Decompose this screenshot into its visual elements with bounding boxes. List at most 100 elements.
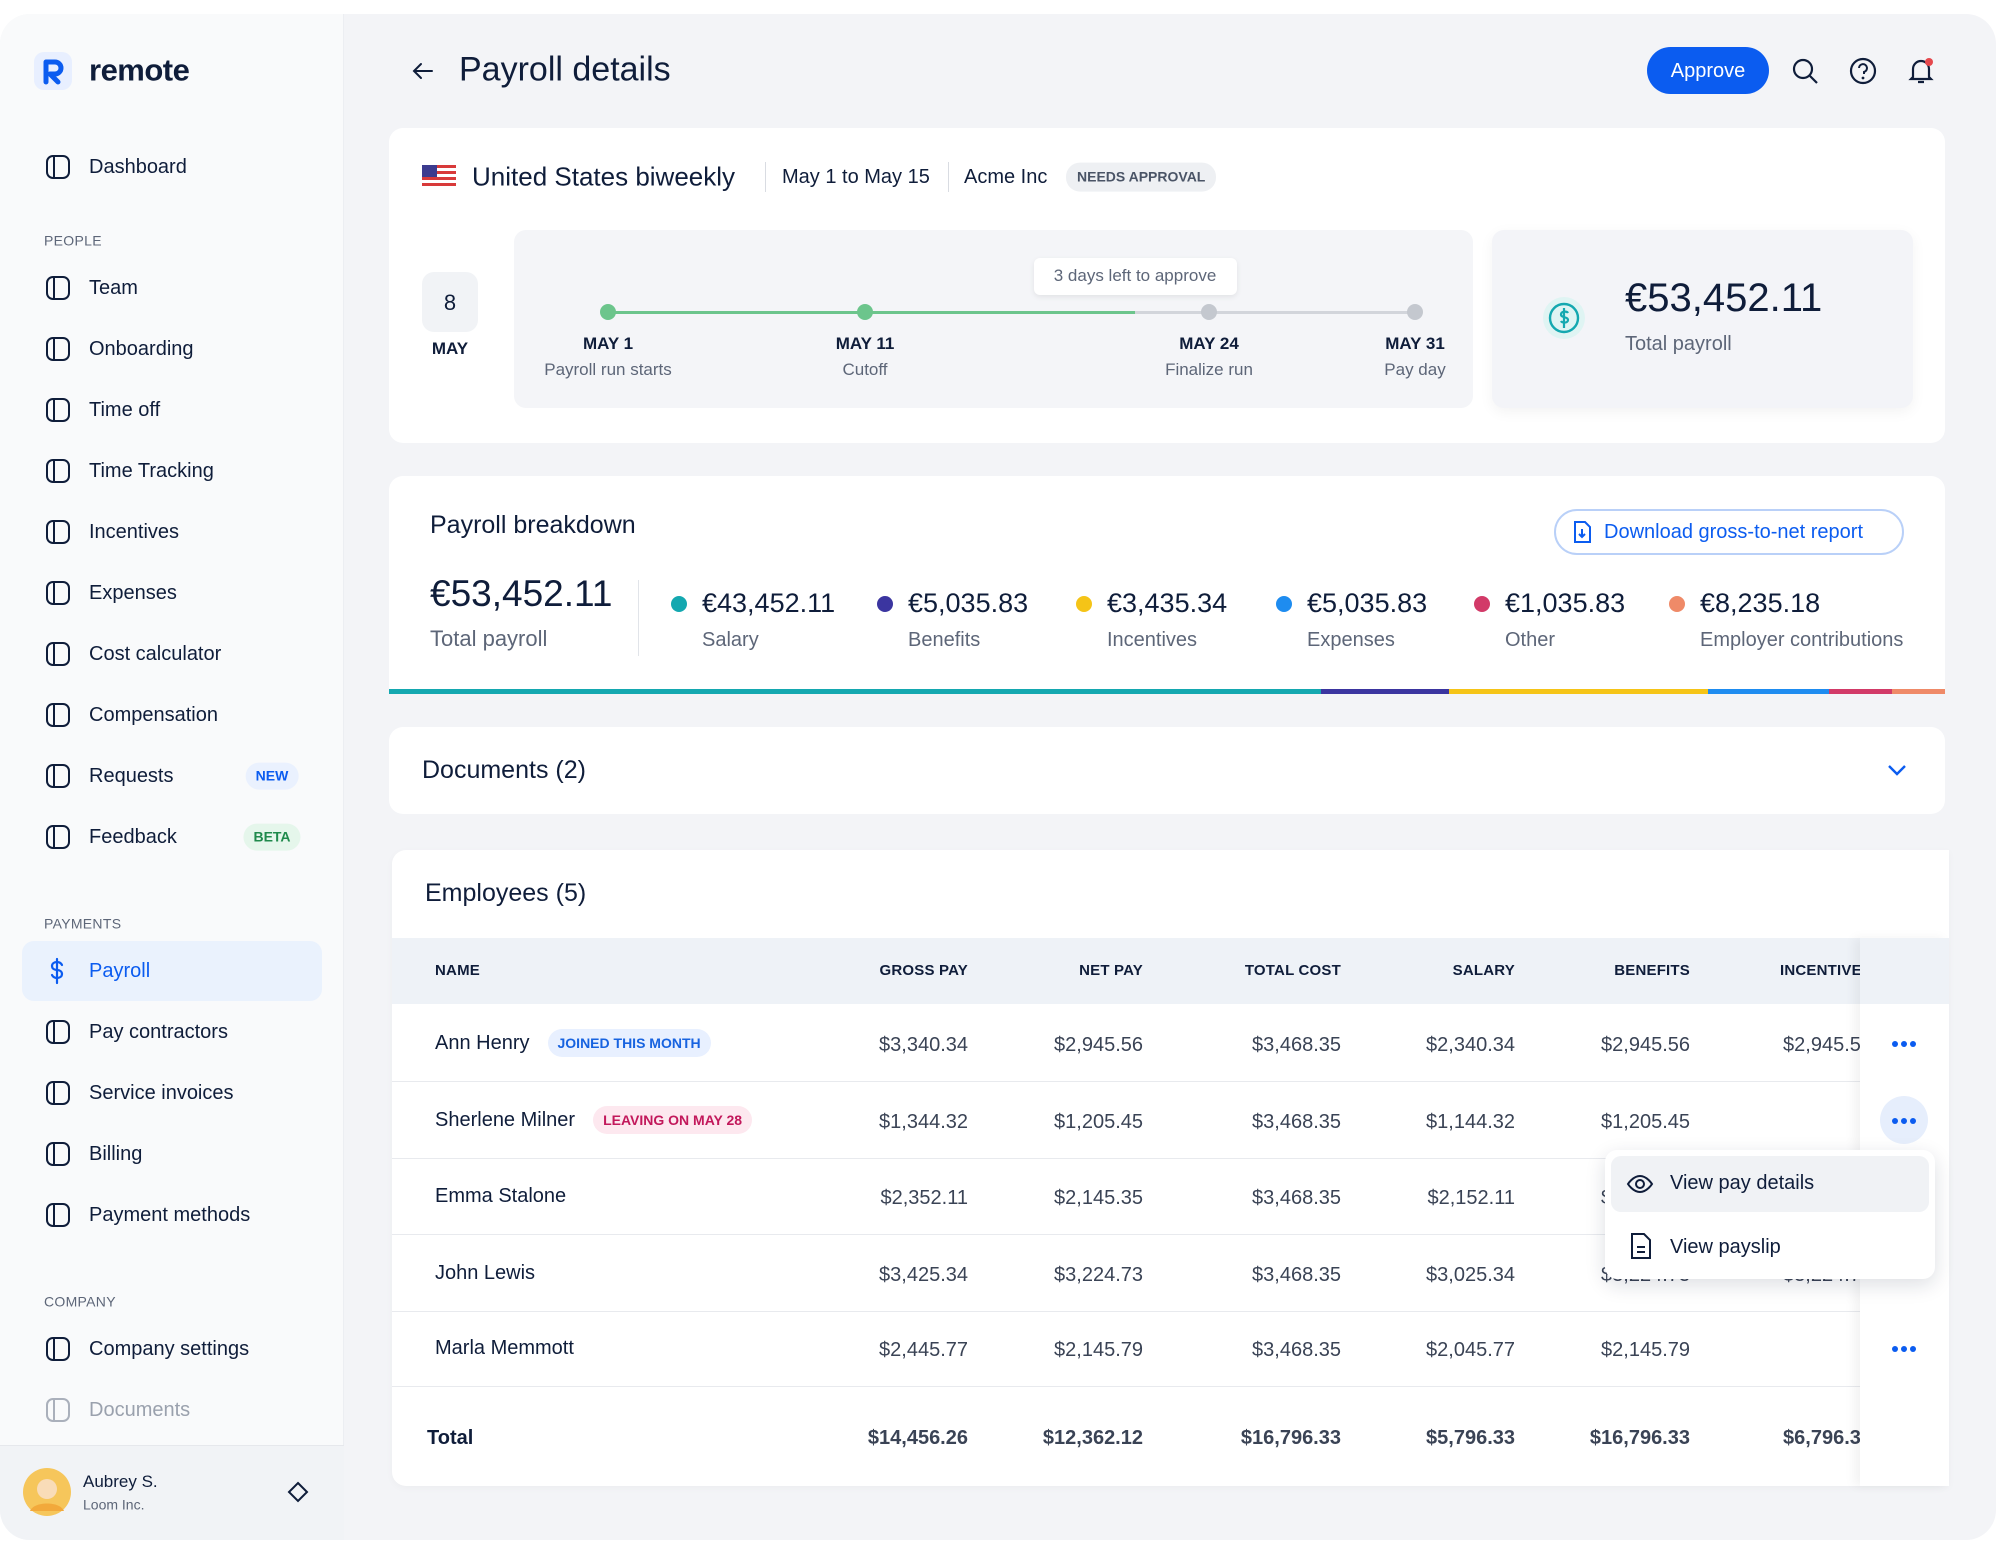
nav-item[interactable]: Cost calculator <box>89 643 222 665</box>
icon-svg <box>1792 58 1818 84</box>
section-title: PEOPLE <box>44 232 102 249</box>
nav-icon <box>44 640 72 668</box>
employee-name[interactable]: Sherlene Milner <box>435 1108 576 1131</box>
milestone-date: MAY 24 <box>1179 333 1239 353</box>
employee-name[interactable]: Ann Henry <box>435 1031 530 1054</box>
nav-item[interactable]: Incentives <box>89 521 180 543</box>
icon-svg <box>46 703 70 727</box>
breakdown-amount: €5,035.83 <box>1307 587 1428 618</box>
switch-icon <box>286 1480 310 1504</box>
approve-label[interactable]: Approve <box>1670 60 1746 82</box>
table-cell: $2,945.56 <box>1054 1034 1143 1056</box>
nav-item[interactable]: Time Tracking <box>89 460 214 482</box>
app: remote Dashboard PEOPLE Team Onboarding Time … <box>0 14 1996 1540</box>
row-divider <box>392 1386 1949 1387</box>
breakdown-label: Other <box>1505 629 1556 651</box>
tooltip-text: 3 days left to approve <box>1053 265 1217 285</box>
employee-name[interactable]: John Lewis <box>435 1261 536 1284</box>
icon-svg <box>1908 58 1934 84</box>
menu-item[interactable]: View pay details <box>1670 1172 1815 1194</box>
divider <box>638 580 639 656</box>
icon-svg <box>23 1468 71 1516</box>
nav-item[interactable]: Pay contractors <box>89 1021 228 1043</box>
breakdown-label: Expenses <box>1307 629 1395 651</box>
nav-item[interactable]: Payroll <box>89 960 151 982</box>
nav-item[interactable]: Time off <box>89 399 161 421</box>
employee-name[interactable]: Marla Memmott <box>435 1336 574 1359</box>
nav-item[interactable]: Team <box>89 277 138 299</box>
dollar-icon <box>1542 296 1586 340</box>
menu-icon <box>1626 1170 1654 1198</box>
download-button[interactable] <box>1554 509 1904 555</box>
nav-item[interactable]: Company settings <box>89 1338 250 1360</box>
nav-icon <box>44 518 72 546</box>
total-amount: €53,452.11 <box>1625 276 1823 320</box>
legend-dot <box>1474 596 1490 612</box>
breakdown-bar-segment <box>1708 689 1829 694</box>
breakdown-card <box>389 476 1945 693</box>
company: Acme Inc <box>964 166 1048 188</box>
nav-icon <box>44 823 72 851</box>
legend-dot <box>1076 596 1092 612</box>
column-header: SALARY <box>1452 962 1515 979</box>
table-cell: $2,352.11 <box>880 1187 969 1209</box>
breakdown-bar-segment <box>1321 689 1449 694</box>
column-header: GROSS PAY <box>879 962 968 979</box>
icon-svg <box>46 1398 70 1422</box>
actions-header <box>1860 938 1949 1004</box>
column-header: NAME <box>435 962 480 979</box>
menu-item[interactable]: View payslip <box>1670 1236 1781 1258</box>
row-actions-button <box>1890 1114 1918 1126</box>
row-divider <box>392 1158 1949 1159</box>
employees-title: Employees (5) <box>425 879 587 907</box>
breakdown-bar-segment <box>389 689 1321 694</box>
icon-svg <box>46 459 70 483</box>
total-cell: $6,796.33 <box>1783 1427 1872 1449</box>
download-label[interactable]: Download gross-to-net report <box>1604 521 1864 543</box>
table-cell: $3,425.34 <box>879 1264 968 1286</box>
calendar-month: MAY <box>431 338 469 358</box>
table-cell: $2,145.79 <box>1601 1339 1690 1361</box>
total-cell: $16,796.33 <box>1589 1427 1690 1449</box>
approve-button[interactable] <box>1647 47 1769 94</box>
breakdown-total-label: Total payroll <box>430 625 548 651</box>
section-title: PAYMENTS <box>44 915 122 932</box>
nav-item[interactable]: Expenses <box>89 582 177 604</box>
tooltip <box>1034 258 1237 295</box>
breakdown-title: Payroll breakdown <box>430 511 636 539</box>
documents-title[interactable]: Documents (2) <box>422 756 586 784</box>
icon-svg <box>1892 1346 1916 1352</box>
table-cell: $1,205.45 <box>1601 1111 1690 1133</box>
row-divider <box>392 1311 1949 1312</box>
employee-name[interactable]: Emma Stalone <box>435 1184 567 1207</box>
documents-card[interactable] <box>389 727 1945 814</box>
brand-name: remote <box>89 52 190 88</box>
breakdown-total: €53,452.11 <box>430 572 613 614</box>
table-cell: $3,468.35 <box>1252 1187 1341 1209</box>
nav-icon <box>44 1079 72 1107</box>
nav-item[interactable]: Payment methods <box>89 1204 251 1226</box>
icon-svg <box>46 337 70 361</box>
nav-icon <box>44 1201 72 1229</box>
icon-svg <box>1888 765 1906 776</box>
nav-item[interactable]: Feedback <box>89 826 177 848</box>
period: May 1 to May 15 <box>782 166 930 188</box>
nav-item[interactable]: Documents <box>89 1399 191 1421</box>
nav-icon <box>44 457 72 485</box>
table-cell: $3,468.35 <box>1252 1339 1341 1361</box>
nav-item[interactable]: Dashboard <box>89 156 187 178</box>
nav-item[interactable]: Onboarding <box>89 338 194 360</box>
nav-icon <box>44 1396 72 1424</box>
table-cell: $2,945.56 <box>1601 1034 1690 1056</box>
icon-svg <box>1574 521 1591 543</box>
column-header: TOTAL COST <box>1244 962 1341 979</box>
table-cell: $2,340.34 <box>1426 1034 1515 1056</box>
nav-item[interactable]: Requests <box>89 765 174 787</box>
icon-svg <box>46 764 70 788</box>
breakdown-label: Incentives <box>1107 629 1198 651</box>
nav-item[interactable]: Service invoices <box>89 1082 234 1104</box>
user-company: Loom Inc. <box>83 1496 145 1513</box>
nav-item[interactable]: Billing <box>89 1143 143 1165</box>
nav-item[interactable]: Compensation <box>89 704 218 726</box>
nav-icon <box>44 957 72 985</box>
